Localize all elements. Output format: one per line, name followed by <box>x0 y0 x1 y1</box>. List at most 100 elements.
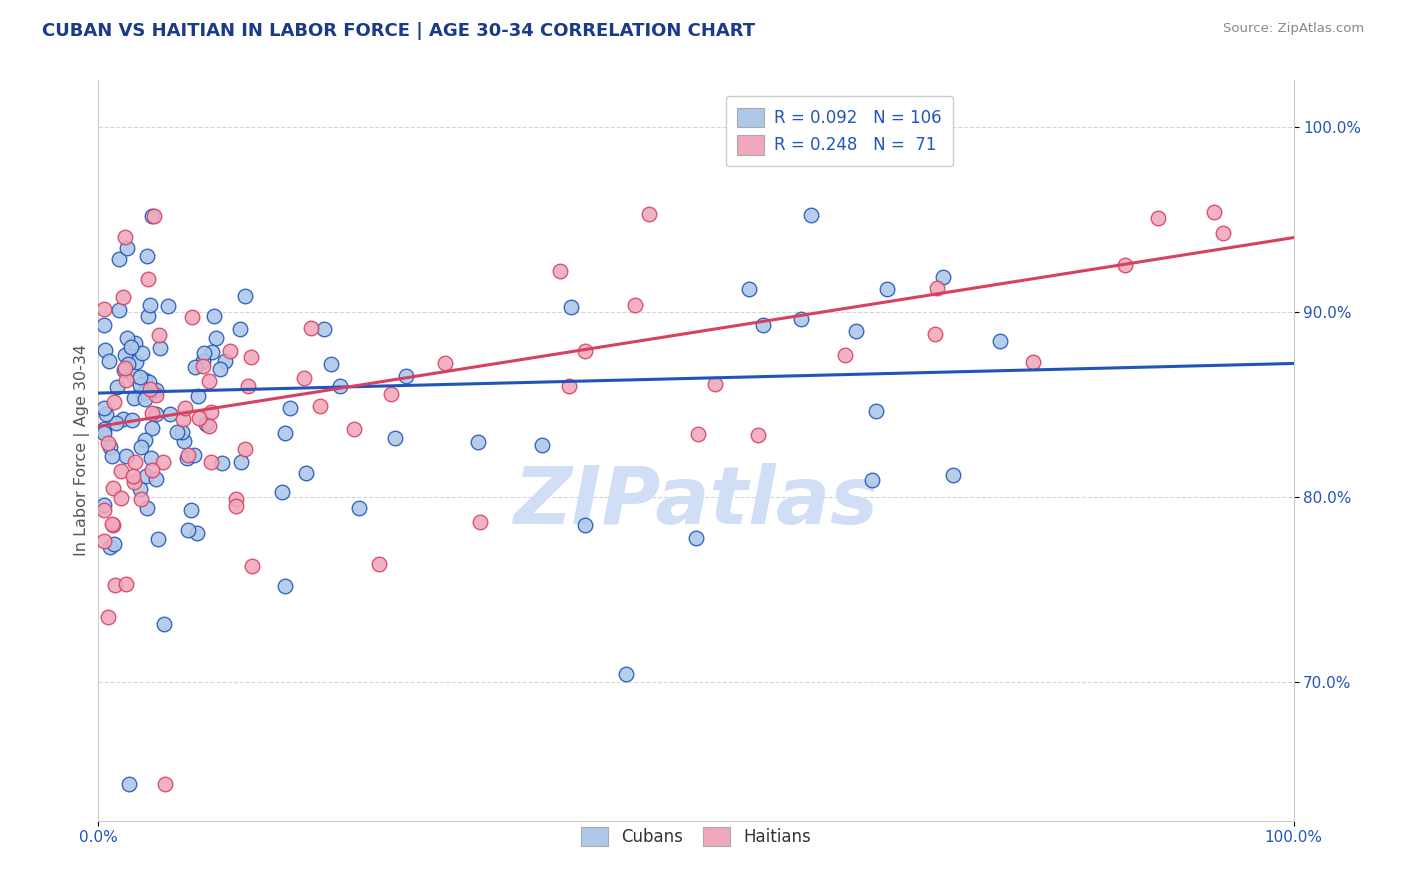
Point <box>114 360 136 375</box>
Point <box>198 375 221 389</box>
Point <box>1022 355 1045 369</box>
Point <box>686 427 709 442</box>
Point <box>112 290 135 304</box>
Point <box>637 207 659 221</box>
Point <box>170 425 193 439</box>
Point <box>329 379 352 393</box>
Point <box>187 410 209 425</box>
Point <box>124 368 146 383</box>
Point <box>225 499 247 513</box>
Point <box>193 354 215 368</box>
Point <box>135 501 157 516</box>
Point <box>211 456 233 470</box>
Point <box>202 309 225 323</box>
Point <box>97 436 120 450</box>
Point <box>105 380 128 394</box>
Point <box>865 404 887 418</box>
Point <box>111 412 134 426</box>
Point <box>172 412 194 426</box>
Text: CUBAN VS HAITIAN IN LABOR FORCE | AGE 30-34 CORRELATION CHART: CUBAN VS HAITIAN IN LABOR FORCE | AGE 30… <box>42 22 755 40</box>
Point <box>942 467 965 482</box>
Point <box>1114 259 1136 273</box>
Point <box>308 399 330 413</box>
Point <box>134 433 156 447</box>
Point <box>395 369 418 384</box>
Point <box>115 576 138 591</box>
Point <box>173 434 195 449</box>
Point <box>115 241 138 255</box>
Point <box>201 345 224 359</box>
Point <box>141 421 163 435</box>
Point <box>560 300 582 314</box>
Point <box>129 440 152 454</box>
Point <box>118 776 141 791</box>
Point <box>685 531 707 545</box>
Point <box>205 330 228 344</box>
Point <box>93 301 115 316</box>
Point <box>193 346 215 360</box>
Point <box>101 518 124 533</box>
Point <box>924 326 946 341</box>
Point <box>141 209 163 223</box>
Point <box>100 516 122 531</box>
Point <box>114 229 136 244</box>
Point <box>153 616 176 631</box>
Point <box>876 282 898 296</box>
Y-axis label: In Labor Force | Age 30-34: In Labor Force | Age 30-34 <box>75 344 90 557</box>
Point <box>93 421 115 435</box>
Point <box>131 346 153 360</box>
Point <box>122 475 145 489</box>
Point <box>174 401 197 415</box>
Point <box>384 431 406 445</box>
Point <box>121 413 143 427</box>
Point <box>623 298 645 312</box>
Point <box>98 540 121 554</box>
Legend: Cubans, Haitians: Cubans, Haitians <box>575 821 817 853</box>
Point <box>278 401 301 416</box>
Point <box>110 491 132 505</box>
Point <box>128 378 150 392</box>
Point <box>299 320 322 334</box>
Point <box>103 395 125 409</box>
Point <box>132 385 155 400</box>
Point <box>141 406 163 420</box>
Point <box>186 526 208 541</box>
Point <box>110 464 132 478</box>
Point <box>138 272 160 286</box>
Point <box>145 387 167 401</box>
Point <box>191 359 214 373</box>
Point <box>737 281 759 295</box>
Point <box>122 391 145 405</box>
Point <box>467 434 489 449</box>
Point <box>1147 211 1170 225</box>
Point <box>115 449 138 463</box>
Point <box>139 298 162 312</box>
Point <box>94 407 117 421</box>
Point <box>122 469 145 483</box>
Point <box>927 281 949 295</box>
Point <box>183 448 205 462</box>
Point <box>233 288 256 302</box>
Point <box>145 407 167 421</box>
Point <box>198 418 221 433</box>
Point <box>105 416 128 430</box>
Point <box>1212 226 1234 240</box>
Point <box>703 377 725 392</box>
Point <box>124 455 146 469</box>
Point <box>93 318 115 333</box>
Point <box>932 270 955 285</box>
Point <box>129 482 152 496</box>
Point <box>180 503 202 517</box>
Point <box>219 344 242 359</box>
Point <box>135 468 157 483</box>
Point <box>145 472 167 486</box>
Point <box>139 382 162 396</box>
Point <box>177 448 200 462</box>
Point <box>558 379 581 393</box>
Point <box>148 533 170 547</box>
Point <box>108 252 131 267</box>
Point <box>120 340 142 354</box>
Point <box>274 579 297 593</box>
Point <box>134 373 156 387</box>
Point <box>295 466 318 480</box>
